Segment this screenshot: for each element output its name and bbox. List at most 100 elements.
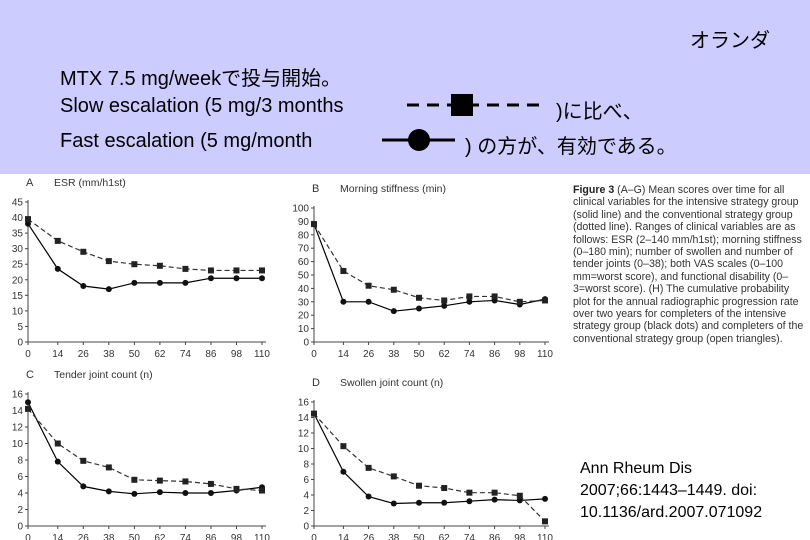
panel-letter-c: C <box>26 369 34 381</box>
square-marker-d <box>340 443 347 450</box>
square-marker-b <box>340 267 347 274</box>
y-tick-label-a: 0 <box>17 338 23 349</box>
circle-marker-d <box>441 499 448 506</box>
x-tick-label-a: 98 <box>231 349 243 360</box>
square-marker-a <box>131 261 138 268</box>
circle-marker-a <box>25 220 31 227</box>
panel-title-a: ESR (mm/h1st) <box>54 177 126 189</box>
y-tick-label-b: 40 <box>298 284 310 295</box>
y-tick-label-a: 10 <box>12 306 24 317</box>
y-tick-label-c: 12 <box>12 423 24 434</box>
x-tick-label-d: 86 <box>489 533 501 540</box>
x-tick-label-d: 74 <box>464 533 476 540</box>
x-tick-label-d: 14 <box>338 533 350 540</box>
panel-title-d: Swollen joint count (n) <box>340 377 443 389</box>
square-marker-b <box>542 297 548 304</box>
dashed-series-line-a <box>27 218 262 272</box>
citation-line-2: 2007;66:1443–1449. doi: <box>580 482 758 499</box>
panel-title-b: Morning stiffness (min) <box>340 183 446 195</box>
circle-marker-c <box>105 488 112 495</box>
y-tick-label-b: 0 <box>303 338 309 349</box>
square-marker-c <box>182 478 189 485</box>
header-line-2-tail: )に比べ、 <box>556 101 643 123</box>
square-marker-c <box>259 487 265 494</box>
circle-marker-a <box>233 275 240 282</box>
circle-marker-a <box>54 265 61 272</box>
square-marker-a <box>233 267 240 274</box>
x-tick-label-d: 62 <box>439 533 451 540</box>
y-tick-label-c: 0 <box>17 522 23 533</box>
y-tick-label-a: 40 <box>12 213 24 224</box>
x-tick-label-c: 14 <box>52 533 64 540</box>
y-tick-label-b: 80 <box>298 230 310 241</box>
circle-marker-c <box>54 458 61 465</box>
header-banner <box>0 0 810 174</box>
square-marker-b <box>516 298 523 305</box>
y-tick-label-b: 20 <box>298 311 310 322</box>
y-tick-label-c: 16 <box>12 390 24 401</box>
x-tick-label-c: 98 <box>231 533 243 540</box>
solid-series-line-a <box>27 223 262 290</box>
x-tick-label-d: 50 <box>413 533 425 540</box>
x-tick-label-b: 26 <box>363 349 375 360</box>
y-tick-label-a: 35 <box>12 229 24 240</box>
circle-marker-d <box>516 497 523 504</box>
square-marker-a <box>259 267 265 274</box>
x-tick-label-a: 62 <box>154 349 166 360</box>
circle-marker-c <box>25 399 31 406</box>
square-marker-a <box>54 237 61 244</box>
y-tick-label-d: 2 <box>303 506 309 517</box>
citation: Ann Rheum Dis 2007;66:1443–1449. doi: 10… <box>580 458 762 524</box>
y-tick-label-d: 10 <box>298 444 310 455</box>
square-marker-d <box>516 492 523 499</box>
square-marker-a <box>80 248 87 255</box>
y-tick-label-b: 60 <box>298 257 310 268</box>
x-tick-label-a: 0 <box>25 349 31 360</box>
x-tick-label-a: 26 <box>78 349 90 360</box>
square-marker-d <box>441 485 448 492</box>
x-tick-label-c: 110 <box>254 533 270 540</box>
legend-symbols <box>382 94 545 151</box>
x-tick-label-a: 86 <box>205 349 217 360</box>
x-tick-label-c: 62 <box>154 533 166 540</box>
square-marker-a <box>182 265 189 272</box>
x-tick-label-b: 14 <box>338 349 350 360</box>
square-marker-d <box>491 489 498 496</box>
x-tick-label-b: 74 <box>464 349 476 360</box>
y-tick-label-a: 15 <box>12 291 24 302</box>
y-tick-label-a: 20 <box>12 275 24 286</box>
x-tick-label-c: 50 <box>129 533 141 540</box>
x-tick-label-c: 86 <box>205 533 217 540</box>
x-tick-label-c: 0 <box>25 533 31 540</box>
circle-marker-a <box>207 275 214 282</box>
panel-letter-a: A <box>26 177 34 189</box>
square-marker-d <box>311 410 317 417</box>
y-tick-label-c: 2 <box>17 505 23 516</box>
header-line-2: Slow escalation (5 mg/3 months <box>60 95 344 117</box>
circle-marker-c <box>182 490 189 496</box>
y-tick-label-b: 100 <box>292 204 309 215</box>
circle-marker-d <box>365 493 372 500</box>
x-tick-label-a: 110 <box>254 349 270 360</box>
header-line-3-tail: ) の方が、有効である。 <box>465 136 677 158</box>
circle-marker-c <box>131 490 138 497</box>
y-tick-label-d: 12 <box>298 429 310 440</box>
square-marker-a <box>25 216 31 223</box>
x-tick-label-b: 98 <box>514 349 526 360</box>
y-tick-label-c: 8 <box>17 456 23 467</box>
citation-line-3: 10.1136/ard.2007.071092 <box>580 504 763 521</box>
square-marker-a <box>207 267 214 274</box>
x-tick-label-b: 86 <box>489 349 501 360</box>
y-tick-label-b: 30 <box>298 297 310 308</box>
x-tick-label-d: 98 <box>514 533 526 540</box>
x-tick-label-a: 14 <box>52 349 64 360</box>
circle-marker-a <box>131 279 138 286</box>
circle-marker-a <box>105 286 112 293</box>
y-tick-label-c: 4 <box>17 489 23 500</box>
circle-marker-b <box>441 302 448 309</box>
x-tick-label-d: 0 <box>311 533 317 540</box>
circle-marker-d <box>491 496 498 503</box>
circle-marker-d <box>466 498 473 505</box>
square-marker-c <box>80 457 87 464</box>
x-tick-label-a: 38 <box>103 349 115 360</box>
